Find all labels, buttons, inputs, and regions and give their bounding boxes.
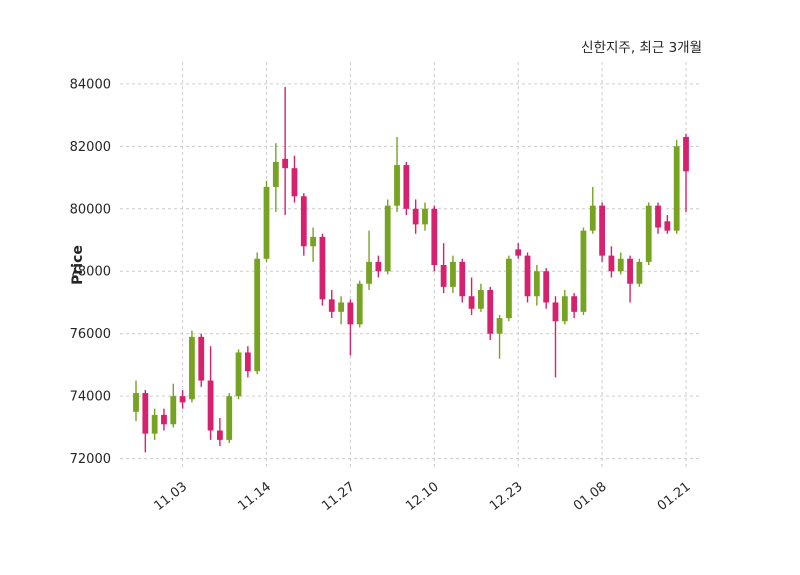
candle-body <box>515 249 522 256</box>
candle-body <box>524 255 531 297</box>
x-tick-label: 01.21 <box>655 479 694 514</box>
label-layer: 72000 74000 76000 78000 80000 82000 84000 11.03… <box>70 77 694 514</box>
y-tick-label: 82000 <box>70 140 111 155</box>
x-tick-label: 11.14 <box>235 479 274 514</box>
y-tick-label: 74000 <box>70 390 111 405</box>
candle-body <box>254 258 261 372</box>
candle-body <box>366 261 372 284</box>
candle-body <box>338 302 344 312</box>
candle-body <box>645 205 652 262</box>
x-tick-label: 12.10 <box>403 479 442 514</box>
candle-body <box>207 380 214 431</box>
candle-body <box>282 158 289 169</box>
y-tick-label: 72000 <box>70 452 111 467</box>
candle-body <box>627 258 633 284</box>
candle-body <box>235 352 242 397</box>
candle-body <box>673 146 680 231</box>
candle-body <box>561 296 568 322</box>
candle-body <box>580 230 587 312</box>
candle-body <box>356 283 363 325</box>
candle-body <box>375 261 382 272</box>
candle-body <box>291 168 298 197</box>
candle-body <box>272 161 279 187</box>
candle-body <box>142 393 149 434</box>
candle-body <box>310 236 317 247</box>
y-tick-label: 80000 <box>70 202 111 217</box>
candle-body <box>179 396 186 403</box>
candle-body <box>198 336 205 381</box>
y-tick-label: 84000 <box>70 77 111 92</box>
candle-layer <box>133 86 689 453</box>
candle-body <box>664 221 671 231</box>
chart-title: 신한지주, 최근 3개월 <box>581 40 702 56</box>
candle-body <box>422 208 428 225</box>
candle-body <box>133 393 139 412</box>
candle-body <box>487 289 494 334</box>
candle-body <box>394 165 400 206</box>
candle-body <box>543 271 550 303</box>
candle-body <box>599 205 606 256</box>
y-axis-label: Price <box>70 245 86 285</box>
candle-body <box>431 208 438 265</box>
candle-body <box>189 336 195 400</box>
candle-body <box>459 261 466 297</box>
candle-body <box>478 289 484 309</box>
candle-body <box>655 205 661 228</box>
candle-body <box>161 414 167 425</box>
candle-body <box>608 255 615 272</box>
y-tick-label: 78000 <box>70 265 111 280</box>
candle-body <box>589 205 596 231</box>
candle-body <box>412 208 419 225</box>
x-tick-label: 01.08 <box>571 479 610 514</box>
candle-body <box>244 352 251 372</box>
y-tick-label: 76000 <box>70 327 111 342</box>
candle-body <box>450 261 456 287</box>
candle-body <box>552 302 559 322</box>
candle-body <box>683 136 689 172</box>
candle-body <box>170 396 177 425</box>
candle-body <box>319 236 326 300</box>
candle-body <box>617 258 624 272</box>
candle-body <box>300 196 307 247</box>
candle-body <box>505 258 512 319</box>
candle-body <box>571 296 578 312</box>
candle-body <box>496 318 503 334</box>
x-tick-label: 11.03 <box>152 479 191 514</box>
candle-body <box>384 205 391 272</box>
candle-body <box>216 430 223 440</box>
candle-body <box>636 261 643 284</box>
candle-body <box>440 265 447 287</box>
candle-body <box>263 186 270 259</box>
candle-body <box>151 414 158 434</box>
candle-body <box>226 396 233 440</box>
x-tick-label: 11.27 <box>319 479 358 514</box>
candle-body <box>347 302 354 325</box>
candle-body <box>328 299 335 312</box>
x-tick-label: 12.23 <box>487 479 526 514</box>
candle-body <box>468 296 475 309</box>
candle-body <box>533 271 540 297</box>
candle-body <box>403 165 410 209</box>
